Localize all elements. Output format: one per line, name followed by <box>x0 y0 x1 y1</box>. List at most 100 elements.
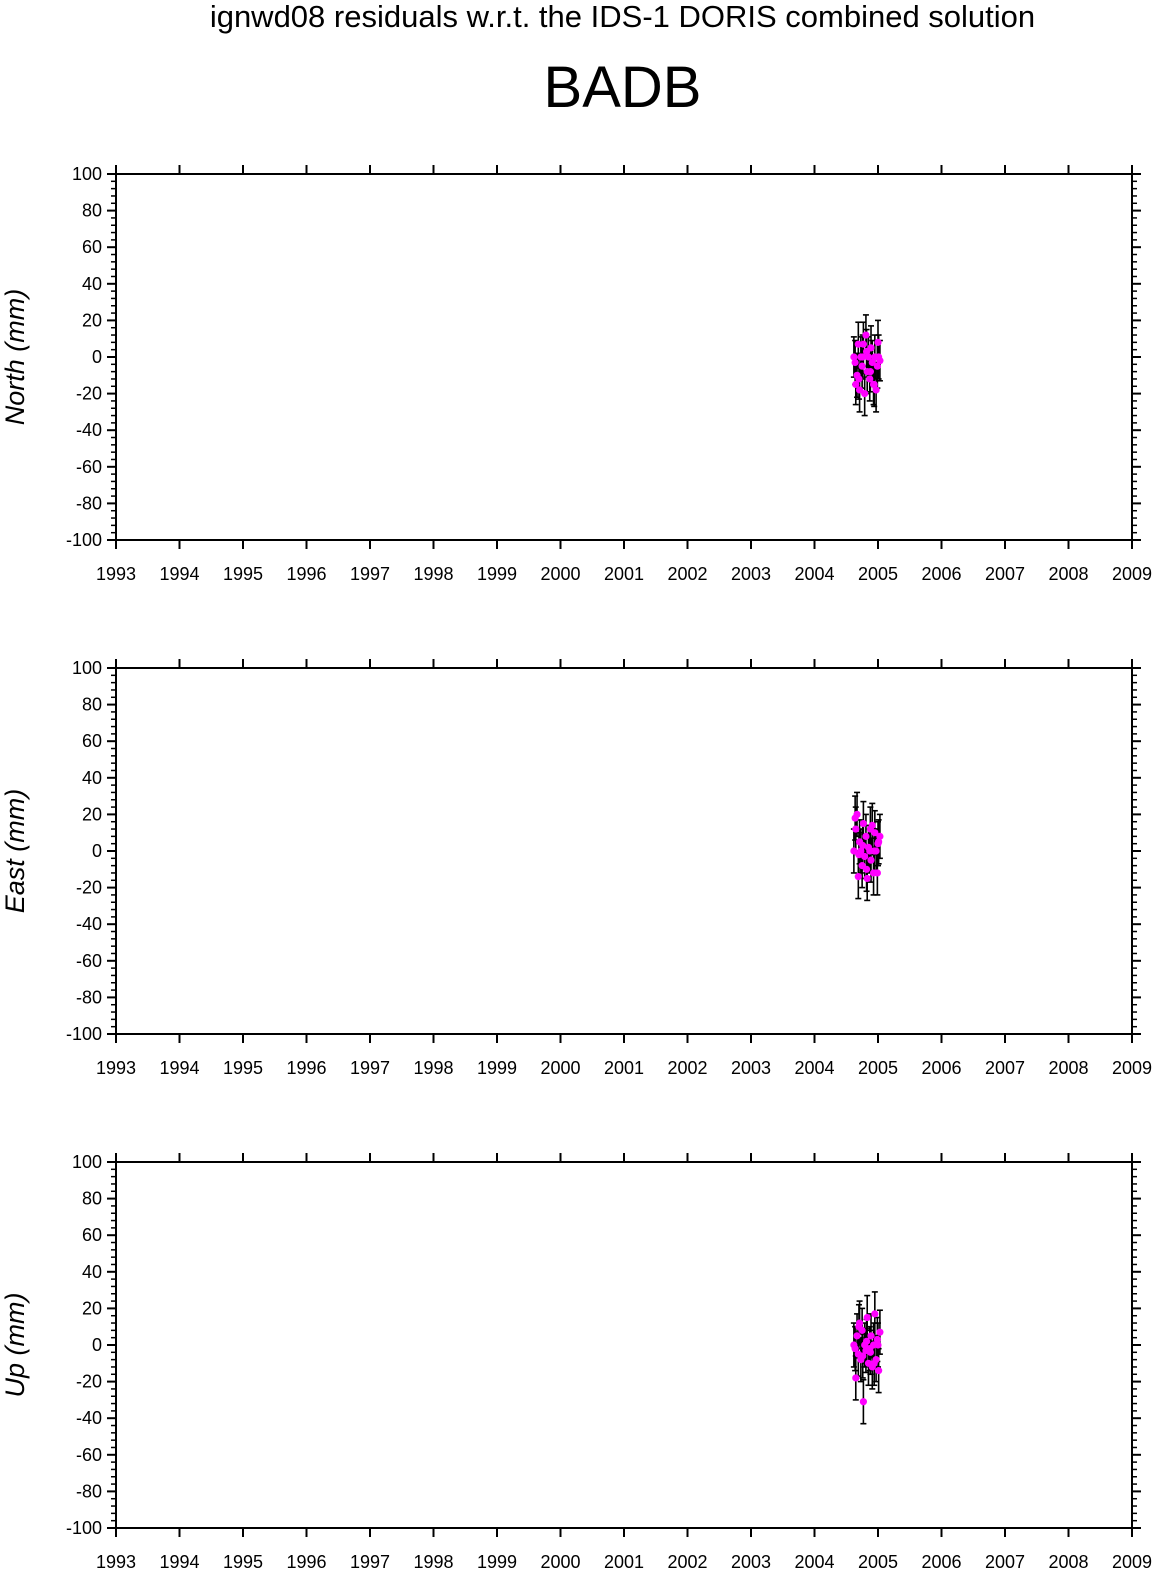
data-point <box>870 380 878 389</box>
y-tick-label: 60 <box>82 237 102 257</box>
y-axis-label: Up (mm) <box>0 1293 30 1398</box>
data-point <box>852 825 860 833</box>
x-tick-label: 2001 <box>604 564 644 584</box>
plot-frame <box>115 173 1133 541</box>
data-point <box>861 390 869 398</box>
data-point <box>853 1332 861 1340</box>
x-tick-label: 1997 <box>350 1058 390 1078</box>
x-tick-label: 2008 <box>1048 1552 1088 1572</box>
north-panel: 1993 1994 1995 1996 1997 1998 1999 2000 2001 2002… <box>0 150 1160 600</box>
x-tick-label: 2004 <box>794 1552 834 1572</box>
y-tick-label: -100 <box>66 1518 102 1538</box>
y-tick-label: 60 <box>82 1225 102 1245</box>
x-tick-label: 2005 <box>858 1552 898 1572</box>
x-tick-label: 2008 <box>1048 1058 1088 1078</box>
data-point <box>854 340 862 348</box>
y-tick-label: 0 <box>92 347 102 367</box>
data-point <box>854 873 862 881</box>
x-tick-label: 2009 <box>1112 1058 1152 1078</box>
x-tick-label: 2007 <box>985 1552 1025 1572</box>
data-point <box>867 1332 875 1340</box>
data-point <box>851 358 859 367</box>
y-tick-label: 20 <box>82 1298 102 1318</box>
y-tick-label: -80 <box>76 1481 102 1501</box>
x-tick-label: 1998 <box>413 1552 453 1572</box>
plot-frame <box>115 1161 1133 1529</box>
data-point <box>859 340 867 348</box>
data-point <box>859 1352 867 1360</box>
y-tick-label: -80 <box>76 987 102 1007</box>
up-panel: 1993 1994 1995 1996 1997 1998 1999 2000 2001 2002… <box>0 1138 1160 1575</box>
data-point <box>863 874 871 883</box>
data-point <box>855 386 864 394</box>
data-point <box>870 847 878 855</box>
x-tick-label: 2000 <box>540 564 580 584</box>
y-tick-label: 100 <box>72 658 102 678</box>
data-point <box>871 1310 879 1318</box>
x-tick-label: 2009 <box>1112 564 1152 584</box>
y-tick-label: 80 <box>82 695 102 715</box>
data-point <box>862 1337 871 1345</box>
plot-frame <box>115 667 1133 1035</box>
x-tick-label: 2006 <box>921 1058 961 1078</box>
x-tick-label: 2005 <box>858 1058 898 1078</box>
data-point <box>855 851 863 859</box>
y-tick-label: -100 <box>66 530 102 550</box>
y-tick-label: -40 <box>76 420 102 440</box>
north-chart: 1993 1994 1995 1996 1997 1998 1999 2000 2001 2002… <box>0 164 1152 584</box>
east-chart: 1993 1994 1995 1996 1997 1998 1999 2000 2001 2002… <box>0 658 1152 1078</box>
x-tick-label: 1995 <box>223 564 263 584</box>
y-tick-label: 100 <box>72 1152 102 1172</box>
y-axis-label: North (mm) <box>0 289 30 426</box>
x-tick-label: 1995 <box>223 1058 263 1078</box>
x-tick-label: 1995 <box>223 1552 263 1572</box>
x-tick-label: 2006 <box>921 564 961 584</box>
x-tick-label: 2008 <box>1048 564 1088 584</box>
y-tick-label: 40 <box>82 768 102 788</box>
y-tick-label: -60 <box>76 1445 102 1465</box>
data-point <box>866 375 874 383</box>
data-point <box>876 1328 884 1336</box>
data-point <box>864 353 873 361</box>
y-tick-label: 40 <box>82 1262 102 1282</box>
x-tick-label: 2002 <box>667 564 707 584</box>
x-tick-label: 2003 <box>731 564 771 584</box>
x-tick-label: 2002 <box>667 1552 707 1572</box>
x-tick-label: 1993 <box>96 1552 136 1572</box>
x-tick-label: 2005 <box>858 564 898 584</box>
y-tick-label: -20 <box>76 384 102 404</box>
x-tick-label: 1999 <box>477 1058 517 1078</box>
x-tick-label: 2004 <box>794 564 834 584</box>
x-tick-label: 2007 <box>985 564 1025 584</box>
x-tick-label: 2009 <box>1112 1552 1152 1572</box>
x-tick-label: 1994 <box>159 1058 199 1078</box>
y-tick-label: -40 <box>76 914 102 934</box>
x-tick-label: 1993 <box>96 564 136 584</box>
y-axis-label: East (mm) <box>0 789 30 914</box>
data-point <box>873 362 881 370</box>
data-point <box>861 852 869 861</box>
x-tick-label: 2002 <box>667 1058 707 1078</box>
station-name: BADB <box>543 55 702 120</box>
x-tick-label: 1996 <box>286 1058 326 1078</box>
y-tick-label: -80 <box>76 493 102 513</box>
up-chart: 1993 1994 1995 1996 1997 1998 1999 2000 2001 2002… <box>0 1152 1152 1572</box>
data-point <box>862 331 870 339</box>
data-point <box>859 1398 867 1406</box>
data-point <box>859 819 867 828</box>
data-point <box>859 353 867 361</box>
data-point <box>868 358 876 367</box>
y-tick-label: 100 <box>72 164 102 184</box>
y-tick-label: -60 <box>76 951 102 971</box>
y-tick-label: 40 <box>82 274 102 294</box>
data-point <box>866 825 874 833</box>
data-point <box>873 1335 881 1344</box>
east-panel: 1993 1994 1995 1996 1997 1998 1999 2000 2001 2002… <box>0 644 1160 1094</box>
x-tick-label: 1996 <box>286 1552 326 1572</box>
x-tick-label: 1999 <box>477 564 517 584</box>
data-point <box>850 353 858 361</box>
data-point <box>874 338 882 346</box>
data-point <box>874 840 882 848</box>
y-tick-label: -20 <box>76 878 102 898</box>
x-tick-label: 1997 <box>350 564 390 584</box>
